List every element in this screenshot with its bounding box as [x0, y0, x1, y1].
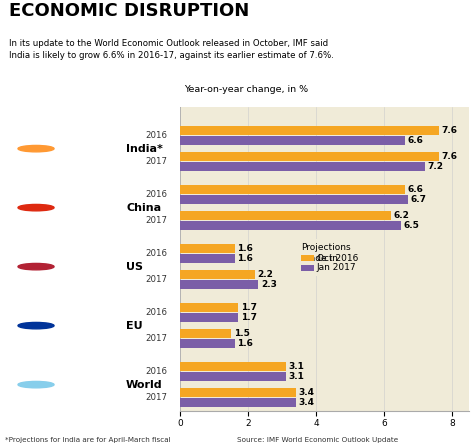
Bar — [180, 126, 438, 135]
Text: 2016: 2016 — [146, 308, 167, 317]
Bar — [180, 195, 408, 204]
Text: India*: India* — [126, 143, 163, 154]
Bar — [180, 372, 285, 381]
Text: 3.4: 3.4 — [299, 398, 314, 407]
Bar — [180, 398, 296, 407]
Bar — [180, 313, 238, 322]
Text: 6.2: 6.2 — [394, 211, 410, 220]
Text: 3.4: 3.4 — [299, 388, 314, 397]
Text: Projections
made in: Projections made in — [301, 243, 350, 263]
Text: 7.2: 7.2 — [428, 162, 444, 171]
Text: 7.6: 7.6 — [441, 126, 457, 135]
Text: 2016: 2016 — [146, 131, 167, 140]
Text: 2017: 2017 — [146, 275, 167, 284]
Bar — [180, 244, 235, 253]
Text: 2.3: 2.3 — [261, 280, 277, 289]
Bar — [180, 162, 425, 171]
Bar — [180, 270, 255, 279]
Text: China: China — [126, 202, 161, 213]
Text: 1.7: 1.7 — [241, 303, 256, 312]
Text: 1.5: 1.5 — [234, 329, 250, 338]
Circle shape — [18, 322, 54, 329]
Text: 2.2: 2.2 — [258, 270, 273, 279]
Bar — [180, 388, 296, 397]
Text: 1.6: 1.6 — [237, 254, 253, 263]
Text: Oct 2016: Oct 2016 — [317, 254, 358, 263]
Text: 3.1: 3.1 — [288, 372, 304, 381]
Bar — [180, 329, 231, 338]
Text: 6.6: 6.6 — [407, 185, 423, 194]
Text: 2017: 2017 — [146, 216, 167, 225]
Text: 6.6: 6.6 — [407, 136, 423, 145]
Text: 1.6: 1.6 — [237, 244, 253, 253]
Bar — [180, 221, 401, 230]
Text: In its update to the World Economic Outlook released in October, IMF said
India : In its update to the World Economic Outl… — [9, 39, 334, 60]
Text: 2017: 2017 — [146, 393, 167, 402]
Bar — [180, 185, 405, 194]
Text: 6.5: 6.5 — [404, 221, 420, 230]
Text: Year-on-year change, in %: Year-on-year change, in % — [184, 85, 309, 94]
Text: 3.1: 3.1 — [288, 362, 304, 371]
Text: 2017: 2017 — [146, 157, 167, 166]
Text: 1.6: 1.6 — [237, 339, 253, 348]
Text: Jan 2017: Jan 2017 — [317, 263, 356, 272]
Text: ECONOMIC DISRUPTION: ECONOMIC DISRUPTION — [9, 2, 250, 20]
Circle shape — [18, 145, 54, 152]
Text: US: US — [126, 261, 143, 272]
Bar — [180, 303, 238, 312]
FancyBboxPatch shape — [294, 239, 384, 276]
Text: World: World — [126, 380, 163, 390]
Text: EU: EU — [126, 320, 143, 331]
Text: Source: IMF World Economic Outlook Update: Source: IMF World Economic Outlook Updat… — [237, 437, 398, 443]
Text: 6.7: 6.7 — [411, 195, 427, 204]
Bar — [180, 152, 438, 161]
Bar — [180, 339, 235, 348]
Bar — [301, 265, 314, 271]
Circle shape — [18, 204, 54, 211]
Bar — [301, 255, 314, 261]
Text: 2017: 2017 — [146, 334, 167, 343]
Text: *Projections for India are for April-March fiscal: *Projections for India are for April-Mar… — [5, 437, 170, 443]
Bar — [180, 136, 405, 145]
Bar — [180, 280, 258, 289]
Bar — [180, 254, 235, 263]
Text: 1.7: 1.7 — [241, 313, 256, 322]
Text: 2016: 2016 — [146, 249, 167, 258]
Text: 2016: 2016 — [146, 190, 167, 199]
Text: 2016: 2016 — [146, 367, 167, 376]
Bar — [180, 362, 285, 371]
Circle shape — [18, 263, 54, 270]
Circle shape — [18, 381, 54, 388]
Bar — [180, 211, 391, 220]
Text: 7.6: 7.6 — [441, 152, 457, 161]
